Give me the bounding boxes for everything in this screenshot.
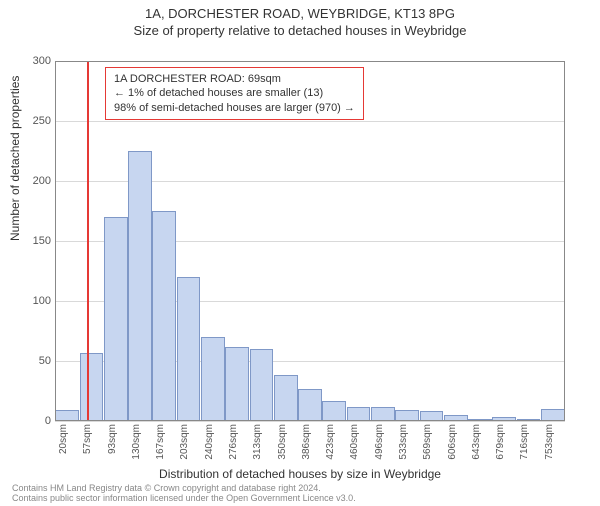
gridline [55,421,565,422]
x-tick-label: 350sqm [277,424,288,460]
x-tick-label: 643sqm [471,424,482,460]
footer-line-2: Contains public sector information licen… [12,494,356,504]
page-title: 1A, DORCHESTER ROAD, WEYBRIDGE, KT13 8PG [0,6,600,21]
info-box-line-1: 1A DORCHESTER ROAD: 69sqm [114,72,355,86]
x-tick-label: 130sqm [131,424,142,460]
x-tick-label: 533sqm [398,424,409,460]
footer-text: Contains HM Land Registry data © Crown c… [12,484,356,504]
info-box: 1A DORCHESTER ROAD: 69sqm← 1% of detache… [105,67,364,120]
info-box-line-2: ← 1% of detached houses are smaller (13) [114,86,355,100]
x-tick-label: 203sqm [179,424,190,460]
x-tick-label: 240sqm [204,424,215,460]
histogram-bar [80,353,104,421]
y-tick-label: 250 [33,115,55,127]
x-tick-label: 606sqm [447,424,458,460]
x-tick-label: 423sqm [325,424,336,460]
x-tick-label: 496sqm [374,424,385,460]
gridline [55,61,565,62]
x-tick-label: 57sqm [82,424,93,454]
histogram-bar [541,409,565,421]
x-tick-label: 20sqm [58,424,69,454]
y-tick-label: 0 [45,415,55,427]
histogram-bar [104,217,128,421]
info-box-line-3: 98% of semi-detached houses are larger (… [114,101,355,115]
x-tick-label: 167sqm [155,424,166,460]
x-tick-label: 569sqm [422,424,433,460]
histogram-bar [298,389,322,421]
x-tick-label: 460sqm [349,424,360,460]
histogram-bar [347,407,371,421]
histogram-bar [250,349,274,421]
histogram-bar [468,419,492,421]
y-tick-label: 200 [33,175,55,187]
y-tick-label: 50 [39,355,55,367]
x-tick-label: 716sqm [519,424,530,460]
histogram-bar [152,211,176,421]
y-tick-label: 300 [33,55,55,67]
x-tick-label: 386sqm [301,424,312,460]
histogram-chart: 05010015020025030020sqm57sqm93sqm130sqm1… [55,61,565,421]
histogram-bar [371,407,395,421]
histogram-bar [128,151,152,421]
histogram-bar [492,417,516,421]
y-axis-label: Number of detached properties [8,76,22,241]
histogram-bar [395,410,419,421]
y-tick-label: 150 [33,235,55,247]
histogram-bar [517,419,541,421]
page-subtitle: Size of property relative to detached ho… [0,23,600,38]
histogram-bar [201,337,225,421]
x-tick-label: 753sqm [544,424,555,460]
histogram-bar [225,347,249,421]
gridline [55,121,565,122]
y-tick-label: 100 [33,295,55,307]
histogram-bar [322,401,346,421]
histogram-bar [274,375,298,421]
histogram-bar [177,277,201,421]
x-tick-label: 313sqm [252,424,263,460]
x-tick-label: 679sqm [495,424,506,460]
histogram-bar [444,415,468,421]
histogram-bar [55,410,79,421]
reference-line [87,61,89,421]
histogram-bar [420,411,444,421]
x-tick-label: 276sqm [228,424,239,460]
x-axis-label: Distribution of detached houses by size … [0,467,600,481]
x-tick-label: 93sqm [107,424,118,454]
